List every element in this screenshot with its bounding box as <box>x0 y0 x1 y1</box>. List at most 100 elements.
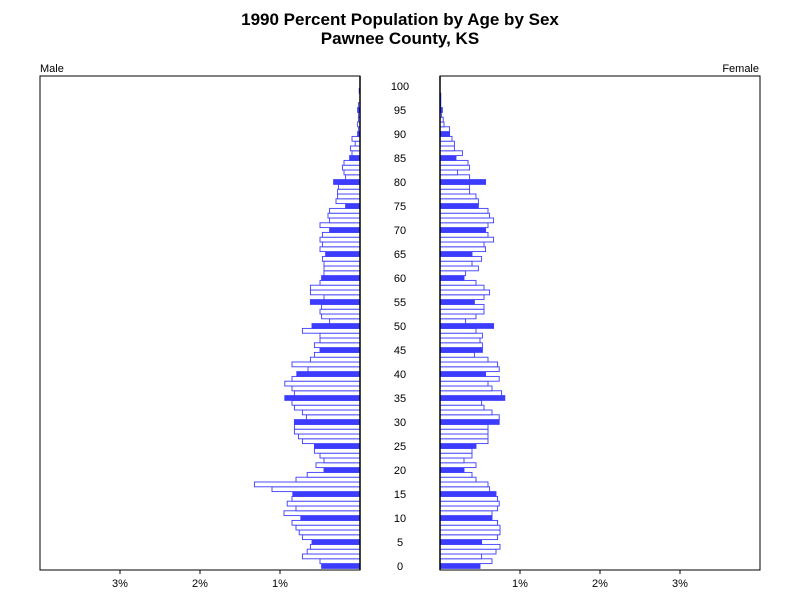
female-bar-age-77 <box>439 193 477 200</box>
male-bar-age-65 <box>325 251 361 257</box>
male-bar-age-41 <box>307 366 361 373</box>
female-bar-age-67 <box>439 241 485 248</box>
female-bar-age-86 <box>439 150 463 157</box>
age-label-60: 60 <box>394 273 406 285</box>
female-bar-age-60 <box>439 275 465 281</box>
female-bar-age-50 <box>439 323 495 329</box>
x-tick-label-4: 2% <box>592 578 608 590</box>
female-bar-age-46 <box>439 342 483 349</box>
female-bar-age-4 <box>439 543 501 550</box>
male-bar-age-31 <box>305 414 361 421</box>
age-label-35: 35 <box>394 393 406 405</box>
female-bar-age-83 <box>439 164 471 171</box>
male-bar-age-37 <box>291 385 361 392</box>
female-bar-age-80 <box>439 179 487 185</box>
female-bar-age-30 <box>439 419 500 425</box>
male-bar-age-21 <box>315 462 361 469</box>
female-bar-age-31 <box>439 414 500 421</box>
male-bar-age-53 <box>319 308 361 315</box>
female-bar-age-73 <box>439 212 491 219</box>
male-bar-age-67 <box>321 241 361 248</box>
male-bar-age-58 <box>309 284 361 291</box>
age-label-5: 5 <box>397 537 403 549</box>
age-label-15: 15 <box>394 489 406 501</box>
female-bar-age-63 <box>439 260 473 267</box>
male-bar-age-24 <box>313 447 361 454</box>
male-bar-age-63 <box>323 260 361 267</box>
female-bar-age-20 <box>439 467 465 473</box>
male-bar-age-44 <box>313 351 361 358</box>
female-bar-age-76 <box>439 198 479 205</box>
male-bar-age-50 <box>311 323 361 329</box>
male-bar-age-70 <box>329 227 361 233</box>
female-bar-age-54 <box>439 303 485 310</box>
male-bar-age-26 <box>301 438 361 445</box>
age-label-20: 20 <box>394 465 406 477</box>
male-bar-age-75 <box>345 203 361 209</box>
male-bar-age-0 <box>321 563 361 569</box>
male-bar-age-81 <box>345 174 361 181</box>
female-bar-age-52 <box>439 313 477 320</box>
female-bar-age-62 <box>439 265 479 272</box>
age-label-85: 85 <box>394 153 406 165</box>
chart-title: 1990 Percent Population by Age by Sex <box>241 10 559 29</box>
x-tick-label-2: 1% <box>272 578 288 590</box>
female-bar-age-49 <box>439 327 477 334</box>
male-bar-age-15 <box>292 491 361 497</box>
male-bar-age-22 <box>323 457 361 464</box>
female-bar-age-37 <box>439 385 493 392</box>
male-bar-age-34 <box>291 399 361 406</box>
female-bar-age-89 <box>439 135 453 142</box>
age-label-80: 80 <box>394 177 406 189</box>
female-bar-age-19 <box>439 471 473 478</box>
male-bar-age-45 <box>319 347 361 353</box>
male-bar-age-72 <box>329 217 361 224</box>
female-bar-age-5 <box>439 539 483 545</box>
female-bar-age-71 <box>439 222 489 229</box>
male-bar-age-8 <box>295 524 361 531</box>
female-bar-age-70 <box>439 227 487 233</box>
female-bar-age-69 <box>439 231 489 238</box>
female-bar-age-17 <box>439 481 489 488</box>
age-label-40: 40 <box>394 369 406 381</box>
female-bar-age-12 <box>439 505 499 512</box>
male-bar-age-6 <box>301 534 361 541</box>
female-bar-age-36 <box>439 390 503 397</box>
female-bar-age-3 <box>439 548 497 555</box>
male-panel-label: Male <box>40 63 64 75</box>
male-bar-age-20 <box>323 467 361 473</box>
male-bar-age-27 <box>297 433 361 440</box>
male-bar-age-12 <box>295 505 361 512</box>
age-label-50: 50 <box>394 321 406 333</box>
male-bar-age-84 <box>343 159 361 166</box>
age-label-45: 45 <box>394 345 406 357</box>
male-bar-age-33 <box>293 404 361 411</box>
female-bar-age-45 <box>439 347 483 353</box>
female-bar-age-48 <box>439 332 483 339</box>
male-bar-age-74 <box>329 207 361 214</box>
male-bar-age-23 <box>319 452 361 459</box>
age-label-70: 70 <box>394 225 406 237</box>
male-bar-age-46 <box>313 342 361 349</box>
female-bar-age-42 <box>439 361 499 368</box>
male-bar-age-71 <box>319 222 361 229</box>
female-bar-age-13 <box>439 500 500 507</box>
male-bar-age-40 <box>296 371 361 377</box>
female-bar-age-1 <box>439 558 493 565</box>
age-label-65: 65 <box>394 249 406 261</box>
male-bar-age-30 <box>293 419 361 425</box>
x-axis-ticks: 3% 2% 1% 1% 2% 3% <box>112 570 688 590</box>
male-bar-age-87 <box>349 145 361 152</box>
male-bar-age-17 <box>253 481 361 488</box>
male-bar-age-9 <box>291 519 361 526</box>
age-label-10: 10 <box>394 513 406 525</box>
female-bar-age-41 <box>439 366 500 373</box>
female-bar-age-51 <box>439 318 467 325</box>
male-bar-age-39 <box>291 375 361 382</box>
female-bar-age-82 <box>439 169 459 176</box>
male-bar-age-35 <box>284 395 361 401</box>
female-bar-age-65 <box>439 251 473 257</box>
male-bar-age-76 <box>335 198 361 205</box>
female-bar-age-28 <box>439 428 489 435</box>
